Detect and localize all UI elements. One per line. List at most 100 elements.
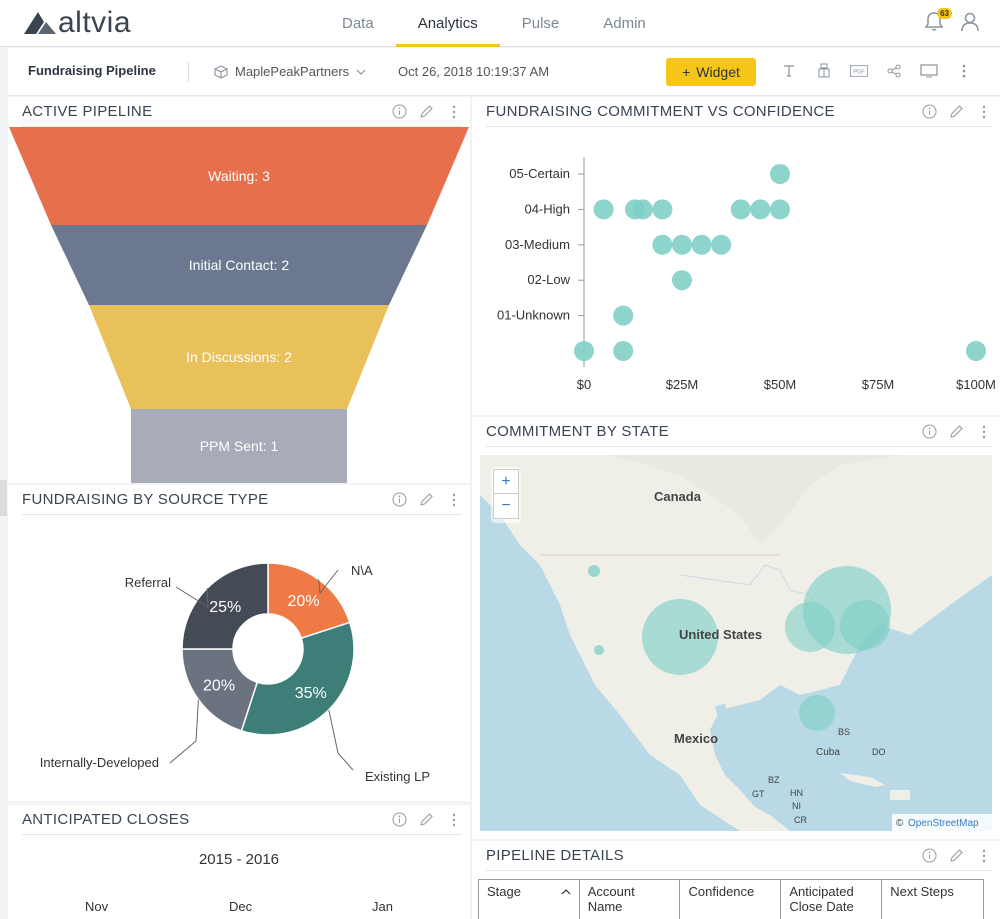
text-icon[interactable] <box>780 62 798 80</box>
scatter-point[interactable] <box>574 341 594 361</box>
anticipated-closes-panel: ANTICIPATED CLOSES 2015 - 2016 Nov Dec J… <box>8 805 470 919</box>
edit-pencil-icon[interactable] <box>948 103 965 120</box>
bubble-midwest[interactable] <box>785 602 835 652</box>
info-icon[interactable] <box>921 847 938 864</box>
bubble-washington[interactable] <box>588 565 600 577</box>
column-header-stage[interactable]: Stage <box>478 879 580 919</box>
zoom-in-button[interactable]: + <box>493 469 519 494</box>
info-icon[interactable] <box>921 423 938 440</box>
donut-slice[interactable] <box>181 562 269 650</box>
edit-pencil-icon[interactable] <box>948 423 965 440</box>
edit-pencil-icon[interactable] <box>418 491 435 508</box>
y-tick-label: 03-Medium <box>505 237 570 252</box>
bubble-california[interactable] <box>594 645 604 655</box>
scatter-point[interactable] <box>966 341 986 361</box>
bubble-east[interactable] <box>840 600 890 650</box>
month-label-dec: Dec <box>229 899 253 914</box>
panel-menu-icon[interactable] <box>445 811 462 828</box>
scatter-point[interactable] <box>711 234 732 255</box>
filter-icon[interactable] <box>815 62 833 80</box>
map-label-united-states: United States <box>679 627 762 642</box>
map-label-cuba: Cuba <box>816 747 840 758</box>
donut-slice[interactable] <box>181 648 259 732</box>
panel-header: ACTIVE PIPELINE <box>22 97 462 127</box>
panel-title: PIPELINE DETAILS <box>486 847 624 864</box>
panel-tools <box>391 491 462 508</box>
tab-data[interactable]: Data <box>342 15 374 32</box>
user-profile-icon[interactable] <box>960 11 980 33</box>
scatter-point[interactable] <box>672 270 692 291</box>
donut-slice[interactable] <box>267 562 351 640</box>
edit-pencil-icon[interactable] <box>948 847 965 864</box>
panel-menu-icon[interactable] <box>445 103 462 120</box>
info-icon[interactable] <box>921 103 938 120</box>
tab-pulse[interactable]: Pulse <box>521 15 560 32</box>
scatter-point[interactable] <box>613 341 634 361</box>
donut-value-label: 25% <box>209 599 241 616</box>
side-collapse-handle[interactable] <box>0 480 7 516</box>
florida-water <box>715 703 740 758</box>
canada-north-land <box>610 455 900 545</box>
scatter-point[interactable] <box>770 199 790 220</box>
funnel-segment[interactable] <box>131 409 347 483</box>
funnel-segment[interactable] <box>9 127 469 225</box>
info-icon[interactable] <box>391 811 408 828</box>
tab-admin[interactable]: Admin <box>603 15 646 32</box>
info-icon[interactable] <box>391 491 408 508</box>
column-header-close-date[interactable]: Anticipated Close Date <box>780 879 883 919</box>
funnel-segment-label: Initial Contact: 2 <box>189 257 290 273</box>
funnel-segment[interactable] <box>51 225 427 305</box>
scatter-point[interactable] <box>593 199 614 220</box>
zoom-out-button[interactable]: − <box>493 494 519 519</box>
scatter-point[interactable] <box>613 305 634 326</box>
column-header-account-name[interactable]: Account Name <box>578 879 681 919</box>
presentation-icon[interactable] <box>920 62 938 80</box>
pipeline-details-table: Stage Account Name Confidence Anticipate… <box>478 879 984 919</box>
add-widget-button[interactable]: + Widget <box>666 58 756 86</box>
scatter-point[interactable] <box>770 164 790 184</box>
donut-slice[interactable] <box>240 621 355 736</box>
edit-pencil-icon[interactable] <box>418 103 435 120</box>
column-header-confidence[interactable]: Confidence <box>679 879 782 919</box>
more-options-icon[interactable] <box>955 62 973 80</box>
scatter-point[interactable] <box>652 199 673 220</box>
edit-pencil-icon[interactable] <box>418 811 435 828</box>
pdf-export-label: PDF <box>853 69 865 75</box>
table-header-row: Stage Account Name Confidence Anticipate… <box>478 879 984 919</box>
scatter-point[interactable] <box>750 199 771 220</box>
bubble-central-us[interactable] <box>642 599 718 675</box>
scatter-point[interactable] <box>632 199 653 220</box>
active-pipeline-panel: ACTIVE PIPELINE Waiting: 3 Initial Contac… <box>8 97 470 483</box>
cuba-land <box>840 773 885 787</box>
panel-menu-icon[interactable] <box>975 847 992 864</box>
scatter-point[interactable] <box>730 199 751 220</box>
pipeline-funnel-chart: Waiting: 3 Initial Contact: 2 In Discussio… <box>9 127 469 483</box>
altvia-logo[interactable]: altvia <box>22 6 131 40</box>
closes-date-range: 2015 - 2016 <box>198 851 280 868</box>
scatter-point[interactable] <box>652 234 673 255</box>
donut-value-label: 20% <box>288 593 320 610</box>
pdf-export-icon[interactable]: PDF <box>850 62 868 80</box>
panel-tools <box>921 423 992 440</box>
scatter-point[interactable] <box>672 234 692 255</box>
commitment-map[interactable]: Canada United States Mexico Cuba BS DO B… <box>480 455 992 831</box>
panel-title: ACTIVE PIPELINE <box>22 103 153 120</box>
column-header-next-steps[interactable]: Next Steps <box>881 879 984 919</box>
plus-icon: + <box>682 64 691 80</box>
dashboard-toolbar: Fundraising Pipeline MaplePeakPartners O… <box>8 48 1000 96</box>
partner-selector[interactable]: MaplePeakPartners <box>214 64 366 79</box>
panel-menu-icon[interactable] <box>975 103 992 120</box>
notifications-button[interactable]: 63 <box>924 8 952 34</box>
tab-analytics[interactable]: Analytics <box>395 0 500 47</box>
commitment-by-state-panel: COMMITMENT BY STATE Canada United States… <box>472 417 1000 839</box>
funnel-segment[interactable] <box>89 305 389 409</box>
panel-menu-icon[interactable] <box>445 491 462 508</box>
share-icon[interactable] <box>885 62 903 80</box>
scatter-point[interactable] <box>691 234 712 255</box>
logo-text: altvia <box>58 6 132 39</box>
panel-menu-icon[interactable] <box>975 423 992 440</box>
bubble-florida[interactable] <box>799 695 835 731</box>
x-tick-label: $75M <box>862 377 895 392</box>
attribution-link[interactable]: OpenStreetMap <box>908 818 979 829</box>
info-icon[interactable] <box>391 103 408 120</box>
